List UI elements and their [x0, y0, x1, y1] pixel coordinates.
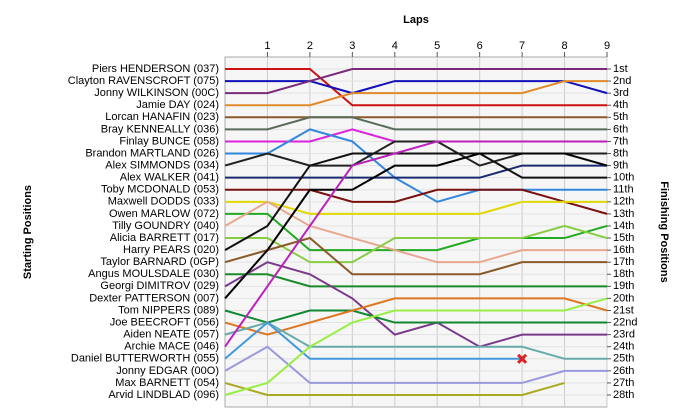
retired-marker	[517, 353, 528, 364]
y2-tick-label: 23rd	[613, 329, 635, 341]
y2-tick-label: 26th	[613, 365, 634, 377]
y2-tick-label: 3rd	[613, 87, 629, 99]
driver-line	[224, 321, 607, 360]
y2-tick-label: 17th	[613, 256, 634, 268]
driver-label: Arvid LINDBLAD (096)	[108, 389, 219, 401]
y2-tick-label: 28th	[613, 389, 634, 401]
driver-label: Tilly GOUNDRY (040)	[112, 220, 219, 232]
y2-tick-label: 9th	[613, 159, 628, 171]
driver-label: Alicia BARRETT (017)	[110, 232, 219, 244]
driver-line	[225, 224, 608, 264]
x-tick-label: 2	[307, 40, 313, 52]
driver-label: Georgi DIMITROV (029)	[100, 280, 219, 292]
y2-tick-label: 1st	[613, 63, 628, 75]
y2-tick-label: 11th	[613, 184, 634, 196]
driver-label: Alex SIMMONDS (034)	[105, 159, 219, 171]
y2-tick-label: 19th	[613, 280, 634, 292]
driver-line	[224, 152, 608, 300]
driver-line	[224, 140, 607, 348]
y2-tick-label: 2nd	[613, 75, 631, 87]
y2-tick-label: 5th	[613, 111, 628, 123]
y2-tick-label: 21st	[613, 304, 634, 316]
driver-line	[225, 80, 607, 107]
driver-line	[225, 188, 608, 215]
y2-tick-label: 24th	[613, 341, 634, 353]
driver-label: Jonny EDGAR (00O)	[116, 365, 219, 377]
driver-label: Max BARNETT (054)	[115, 377, 219, 389]
x-tick-label: 7	[519, 40, 525, 52]
driver-line	[225, 68, 607, 95]
driver-label: Clayton RAVENSCROFT (075)	[68, 75, 219, 87]
y2-tick-label: 20th	[613, 292, 634, 304]
driver-line	[225, 200, 607, 215]
driver-label: Archie MACE (046)	[124, 341, 219, 353]
driver-line	[224, 152, 607, 251]
driver-label: Joe BEECROFT (056)	[110, 316, 219, 328]
chart-title: Laps	[403, 14, 429, 26]
driver-label: Toby MCDONALD (053)	[101, 184, 219, 196]
y2-tick-label: 10th	[613, 172, 634, 184]
driver-line	[225, 273, 607, 288]
driver-label: Daniel BUTTERWORTH (055)	[71, 353, 219, 365]
driver-label: Aiden NEATE (057)	[123, 329, 219, 341]
x-tick-label: 4	[392, 40, 398, 52]
y2-tick-label: 22nd	[613, 316, 637, 328]
y2-tick-label: 6th	[613, 123, 628, 135]
driver-line	[224, 309, 607, 324]
driver-line	[225, 128, 607, 203]
y2-tick-label: 18th	[613, 268, 634, 280]
driver-label: Jonny WILKINSON (00C)	[94, 87, 219, 99]
driver-line	[225, 116, 607, 131]
driver-label: Maxwell DODDS (033)	[108, 196, 219, 208]
marker-stroke	[517, 353, 528, 364]
driver-label: Taylor BARNARD (0GP)	[100, 256, 219, 268]
y-axis-label: Starting Positions	[22, 185, 34, 279]
driver-line	[225, 212, 608, 252]
driver-line	[224, 261, 607, 348]
driver-line	[224, 236, 607, 276]
driver-label: Harry PEARS (020)	[123, 244, 219, 256]
driver-label: Angus MOULSDALE (030)	[88, 268, 219, 280]
x-tick-label: 5	[434, 40, 440, 52]
driver-line	[224, 200, 607, 264]
driver-label: Dexter PATTERSON (007)	[89, 292, 219, 304]
driver-label: Owen MARLOW (072)	[109, 208, 219, 220]
y2-tick-label: 15th	[613, 232, 634, 244]
y2-tick-label: 16th	[613, 244, 634, 256]
y2-axis-label: Finishing Positions	[658, 181, 670, 282]
driver-label: Bray KENNEALLY (036)	[101, 123, 219, 135]
x-tick-label: 8	[561, 40, 567, 52]
driver-line	[225, 164, 607, 179]
driver-line	[224, 321, 523, 360]
y2-tick-label: 4th	[613, 99, 628, 111]
x-tick-label: 9	[604, 40, 610, 52]
driver-line	[224, 297, 608, 336]
y2-tick-label: 13th	[613, 208, 634, 220]
driver-line	[225, 80, 608, 95]
driver-line	[224, 297, 608, 396]
y2-tick-label: 12th	[613, 196, 634, 208]
driver-label: Piers HENDERSON (037)	[92, 63, 219, 75]
driver-label: Finlay BUNCE (058)	[119, 135, 219, 147]
driver-label: Alex WALKER (041)	[120, 172, 219, 184]
y2-tick-label: 14th	[613, 220, 634, 232]
x-tick-label: 3	[349, 40, 355, 52]
driver-line	[224, 381, 565, 396]
driver-label: Jamie DAY (024)	[136, 99, 219, 111]
y2-tick-label: 25th	[613, 353, 634, 365]
y2-tick-label: 27th	[613, 377, 634, 389]
x-tick-label: 6	[477, 40, 483, 52]
y2-tick-label: 8th	[613, 147, 628, 159]
driver-label: Tom NIPPERS (089)	[118, 304, 219, 316]
driver-label: Brandon MARTLAND (026)	[85, 147, 219, 159]
y2-tick-label: 7th	[613, 135, 628, 147]
driver-line	[225, 68, 607, 107]
driver-label: Lorcan HANAFIN (023)	[105, 111, 219, 123]
x-tick-label: 1	[264, 40, 270, 52]
